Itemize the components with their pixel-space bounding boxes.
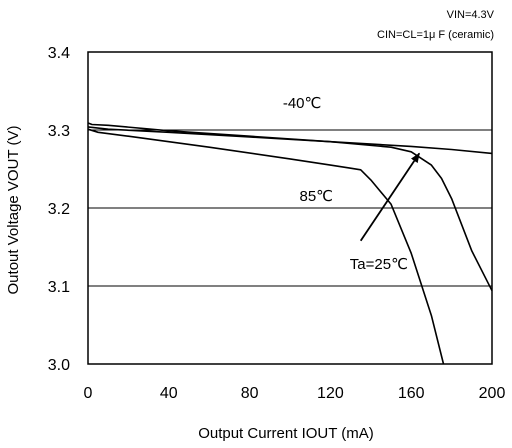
x-tick-label: 0 [84, 385, 93, 402]
x-tick-label: 40 [160, 385, 178, 402]
series-annotation: Ta=25℃ [350, 256, 408, 273]
x-axis-ticks: 0 40 80 120 160 200 [84, 385, 506, 402]
series-line-40 [87, 122, 493, 292]
series-lines [87, 122, 493, 365]
grid [88, 129, 492, 287]
y-tick-label: 3.4 [48, 45, 70, 62]
y-tick-label: 3.0 [48, 357, 70, 374]
y-tick-label: 3.2 [48, 201, 70, 218]
y-axis-title: Outout Voltage VOUT (V) [5, 126, 22, 295]
series-line-ta-25 [87, 126, 493, 155]
series-line-85 [87, 128, 445, 365]
x-tick-label: 80 [241, 385, 259, 402]
series-annotation: 85℃ [299, 188, 333, 205]
y-tick-label: 3.1 [48, 279, 70, 296]
series-annotation: -40℃ [283, 95, 322, 112]
y-axis-ticks: 3.0 3.1 3.2 3.3 3.4 [48, 45, 70, 374]
x-axis-title: Output Current IOUT (mA) [198, 425, 374, 442]
annotations: -40℃ 85℃ Ta=25℃ [283, 95, 421, 273]
condition-capacitors: CIN=CL=1μ F (ceramic) [377, 29, 494, 41]
plot-frame [87, 51, 493, 365]
x-tick-label: 200 [479, 385, 506, 402]
x-tick-label: 160 [398, 385, 425, 402]
y-tick-label: 3.3 [48, 123, 70, 140]
condition-vin: VIN=4.3V [447, 9, 495, 21]
annotation-arrow [359, 152, 421, 242]
x-tick-label: 120 [317, 385, 344, 402]
